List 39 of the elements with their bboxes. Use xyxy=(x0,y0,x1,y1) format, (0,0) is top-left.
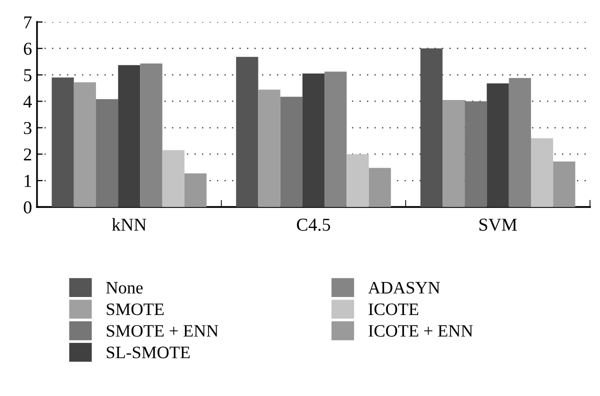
legend-label: SMOTE + ENN xyxy=(106,325,218,337)
x-tick-label: SVM xyxy=(479,218,517,231)
x-tick-label: kNN xyxy=(112,218,146,231)
bar xyxy=(280,96,302,207)
y-tick-label: 6 xyxy=(24,42,32,55)
bar xyxy=(184,173,207,207)
bar xyxy=(258,90,280,207)
bar xyxy=(96,99,118,207)
bar xyxy=(442,100,465,207)
bar xyxy=(486,83,509,207)
y-tick-label: 2 xyxy=(24,148,32,160)
x-tick-label: C4.5 xyxy=(296,218,330,231)
bar xyxy=(236,56,258,207)
legend-label: ICOTE xyxy=(368,303,418,316)
bar xyxy=(74,82,96,207)
bar xyxy=(531,138,554,207)
legend-label: SL-SMOTE xyxy=(106,346,190,358)
bar xyxy=(140,63,162,207)
y-tick-label: 0 xyxy=(24,201,32,214)
bar xyxy=(368,168,391,207)
bar xyxy=(302,74,325,207)
bar xyxy=(553,162,576,207)
y-tick-label: 5 xyxy=(24,69,32,82)
bar xyxy=(420,48,443,207)
bar xyxy=(464,101,487,207)
bar xyxy=(508,78,532,207)
legend-label: SMOTE xyxy=(106,303,164,316)
y-tick-label: 1 xyxy=(24,174,32,187)
bar xyxy=(162,150,184,207)
y-tick-label: 4 xyxy=(23,96,32,108)
bar xyxy=(346,154,369,207)
legend-label: ADASYN xyxy=(368,282,440,294)
legend-label: ICOTE + ENN xyxy=(368,325,473,337)
bar xyxy=(324,72,347,207)
bar xyxy=(52,78,74,207)
bar xyxy=(118,65,140,207)
y-tick-label: 3 xyxy=(24,122,32,134)
legend-label: None xyxy=(106,282,143,294)
y-tick-label: 7 xyxy=(24,16,32,28)
